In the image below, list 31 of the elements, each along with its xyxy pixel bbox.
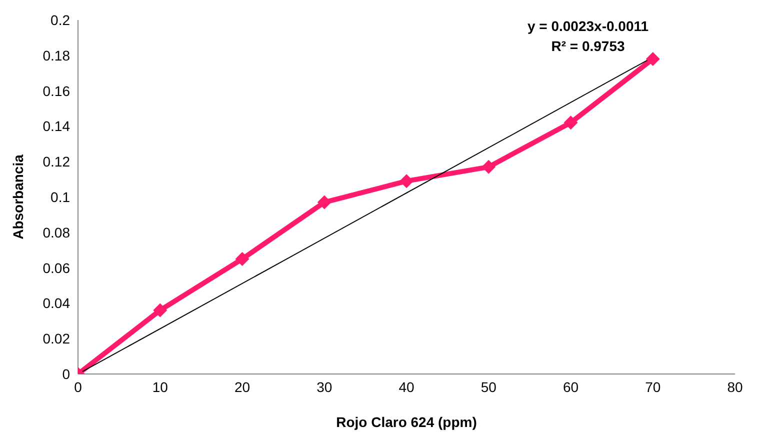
x-tick-label: 60: [562, 378, 579, 395]
y-tick-label: 0: [62, 366, 70, 382]
y-axis-title: Absorbancia: [10, 154, 26, 240]
point: [646, 52, 660, 66]
annotation: R² = 0.9753: [550, 37, 626, 56]
y-tick-label: 0.14: [42, 118, 70, 134]
y-tick-label: 0.12: [42, 154, 70, 170]
point: [153, 303, 168, 318]
point: [235, 252, 250, 266]
y-tick-label: 0.18: [42, 47, 70, 64]
x-axis-title: Rojo Claro 624 (ppm): [336, 414, 477, 430]
annotation: y = 0.0023x-0.0011: [526, 17, 650, 36]
x-tick-label: 40: [398, 378, 414, 395]
point: [400, 174, 414, 188]
x-tick-label: 20: [234, 378, 250, 395]
x-tick-label: 70: [645, 378, 661, 395]
y-tick-label: 0.08: [42, 224, 70, 240]
y-tick-label: 0.02: [42, 330, 70, 347]
x-tick-label: 30: [316, 378, 332, 395]
y-tick-label: 0.06: [42, 260, 70, 276]
x-tick-label: 0: [74, 378, 82, 395]
point: [317, 195, 332, 210]
y-tick-label: 0.1: [50, 188, 70, 205]
point: [482, 160, 496, 174]
x-tick-label: 10: [152, 378, 168, 395]
x-tick-label: 80: [727, 378, 743, 395]
point: [564, 116, 578, 130]
x-tick-label: 50: [480, 378, 497, 395]
y-tick-label: 0.04: [42, 295, 70, 312]
y-tick-label: 0.2: [50, 12, 70, 28]
y-tick-label: 0.16: [42, 82, 70, 99]
